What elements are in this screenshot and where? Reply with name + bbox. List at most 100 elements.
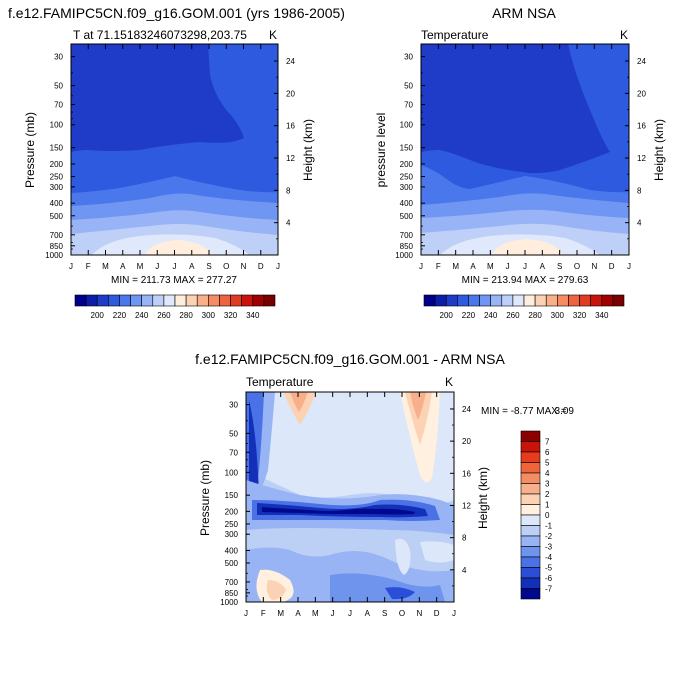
colorbar-swatch bbox=[208, 294, 220, 307]
panel-subtitle: T at 71.15183246073298,203.75 bbox=[73, 28, 247, 42]
y2-axis-label: Height (km) bbox=[301, 119, 315, 181]
y2-tick-label: 24 bbox=[462, 405, 471, 414]
x-tick-label: N bbox=[241, 262, 247, 271]
y-tick-label: 850 bbox=[225, 589, 239, 598]
colorbar-swatch bbox=[579, 294, 591, 307]
colorbar-swatch bbox=[520, 504, 541, 516]
colorbar-label: -7 bbox=[545, 585, 553, 594]
colorbar-swatch bbox=[520, 483, 541, 495]
y-tick-label: 250 bbox=[50, 173, 64, 182]
colorbar-label: 3 bbox=[545, 480, 550, 489]
units-label: K bbox=[269, 28, 277, 42]
x-tick-label: A bbox=[295, 609, 301, 618]
min-max-label: MIN = -8.77 MAX = bbox=[481, 406, 567, 417]
y2-tick-labels: 24 20 16 12 8 4 bbox=[625, 57, 646, 240]
x-tick-label: A bbox=[470, 262, 476, 271]
x-tick-label: M bbox=[277, 609, 284, 618]
panel-title: ARM NSA bbox=[492, 5, 556, 21]
y-tick-label: 250 bbox=[400, 173, 414, 182]
colorbar-swatch bbox=[520, 556, 541, 568]
colorbar-swatch bbox=[479, 294, 491, 307]
colorbar-swatch bbox=[520, 514, 541, 526]
x-tick-label: J bbox=[173, 262, 177, 271]
colorbar-swatch bbox=[557, 294, 569, 307]
colorbar-label: -3 bbox=[545, 543, 553, 552]
x-tick-label: J bbox=[452, 609, 456, 618]
y-axis-label: Pressure (mb) bbox=[198, 460, 212, 536]
y2-tick-label: 4 bbox=[462, 566, 467, 575]
colorbar-label: 1 bbox=[545, 501, 550, 510]
colorbar-swatch bbox=[512, 294, 525, 307]
colorbar-label: 0 bbox=[545, 511, 550, 520]
x-tick-label: M bbox=[452, 262, 459, 271]
colorbar-label: -1 bbox=[545, 522, 553, 531]
y-tick-label: 300 bbox=[50, 183, 64, 192]
y2-tick-labels: 24 20 16 12 8 4 bbox=[274, 57, 295, 240]
colorbar-label: 320 bbox=[224, 311, 238, 320]
y-tick-label: 500 bbox=[400, 212, 414, 221]
x-tick-label: F bbox=[86, 262, 91, 271]
y-tick-label: 70 bbox=[229, 448, 238, 457]
colorbar-swatch bbox=[612, 294, 625, 307]
colorbar-label: 260 bbox=[506, 311, 520, 320]
y2-tick-label: 24 bbox=[637, 57, 646, 66]
y-tick-label: 50 bbox=[229, 429, 238, 438]
colorbar-label: 220 bbox=[113, 311, 127, 320]
colorbar-label: 5 bbox=[545, 459, 550, 468]
y-tick-label: 30 bbox=[229, 401, 238, 410]
y-tick-label: 70 bbox=[404, 101, 413, 110]
max-value-label: 3.09 bbox=[555, 406, 575, 417]
y2-tick-label: 16 bbox=[462, 469, 471, 478]
contour-field bbox=[246, 392, 454, 602]
colorbar-swatch bbox=[520, 525, 541, 537]
y-tick-label: 200 bbox=[50, 160, 64, 169]
contour-field bbox=[71, 44, 278, 255]
y-tick-label: 700 bbox=[400, 231, 414, 240]
y-tick-label: 300 bbox=[225, 530, 239, 539]
x-tick-label: D bbox=[609, 262, 615, 271]
colorbar-swatch bbox=[545, 294, 558, 307]
colorbar-swatch bbox=[520, 588, 541, 600]
colorbar-swatch bbox=[130, 294, 142, 307]
x-tick-label: J bbox=[506, 262, 510, 271]
y-tick-label: 100 bbox=[50, 121, 64, 130]
y2-tick-label: 4 bbox=[637, 219, 642, 228]
colorbar-swatch bbox=[520, 472, 541, 484]
y-tick-label: 200 bbox=[400, 160, 414, 169]
y2-tick-label: 20 bbox=[286, 89, 295, 98]
y-tick-label: 850 bbox=[400, 242, 414, 251]
y-tick-label: 400 bbox=[400, 199, 414, 208]
y-tick-label: 100 bbox=[400, 121, 414, 130]
x-tick-label: J bbox=[155, 262, 159, 271]
colorbar-swatch bbox=[468, 294, 480, 307]
x-tick-label: O bbox=[223, 262, 229, 271]
colorbar-swatch bbox=[501, 294, 514, 307]
y-tick-label: 50 bbox=[54, 82, 63, 91]
x-tick-label: S bbox=[557, 262, 562, 271]
colorbar-swatch bbox=[520, 430, 541, 442]
y-tick-label: 150 bbox=[400, 144, 414, 153]
x-tick-label: J bbox=[348, 609, 352, 618]
y2-tick-label: 12 bbox=[637, 154, 646, 163]
colorbar-label: 240 bbox=[484, 311, 498, 320]
colorbar-swatch bbox=[520, 493, 541, 505]
colorbar-label: 300 bbox=[202, 311, 216, 320]
colorbar-swatch bbox=[196, 294, 209, 307]
colorbar-swatch bbox=[520, 577, 541, 589]
x-tick-label: F bbox=[261, 609, 266, 618]
colorbar-swatch bbox=[241, 294, 254, 307]
y-axis-label: pressure level bbox=[374, 113, 388, 188]
y-tick-label: 1000 bbox=[395, 251, 413, 260]
y-tick-label: 400 bbox=[50, 199, 64, 208]
colorbar-swatch bbox=[263, 294, 276, 307]
colorbar-swatch bbox=[230, 294, 242, 307]
colorbar: 200 220 240 260 280 300 320 340 bbox=[423, 294, 625, 320]
colorbar-label: -6 bbox=[545, 574, 553, 583]
colorbar: 76 54 32 10 -1-2 -3-4 -5-6 -7 bbox=[520, 430, 553, 600]
colorbar-swatch bbox=[434, 294, 447, 307]
y-tick-label: 1000 bbox=[45, 251, 63, 260]
y2-tick-label: 20 bbox=[637, 89, 646, 98]
colorbar-label: 340 bbox=[595, 311, 609, 320]
